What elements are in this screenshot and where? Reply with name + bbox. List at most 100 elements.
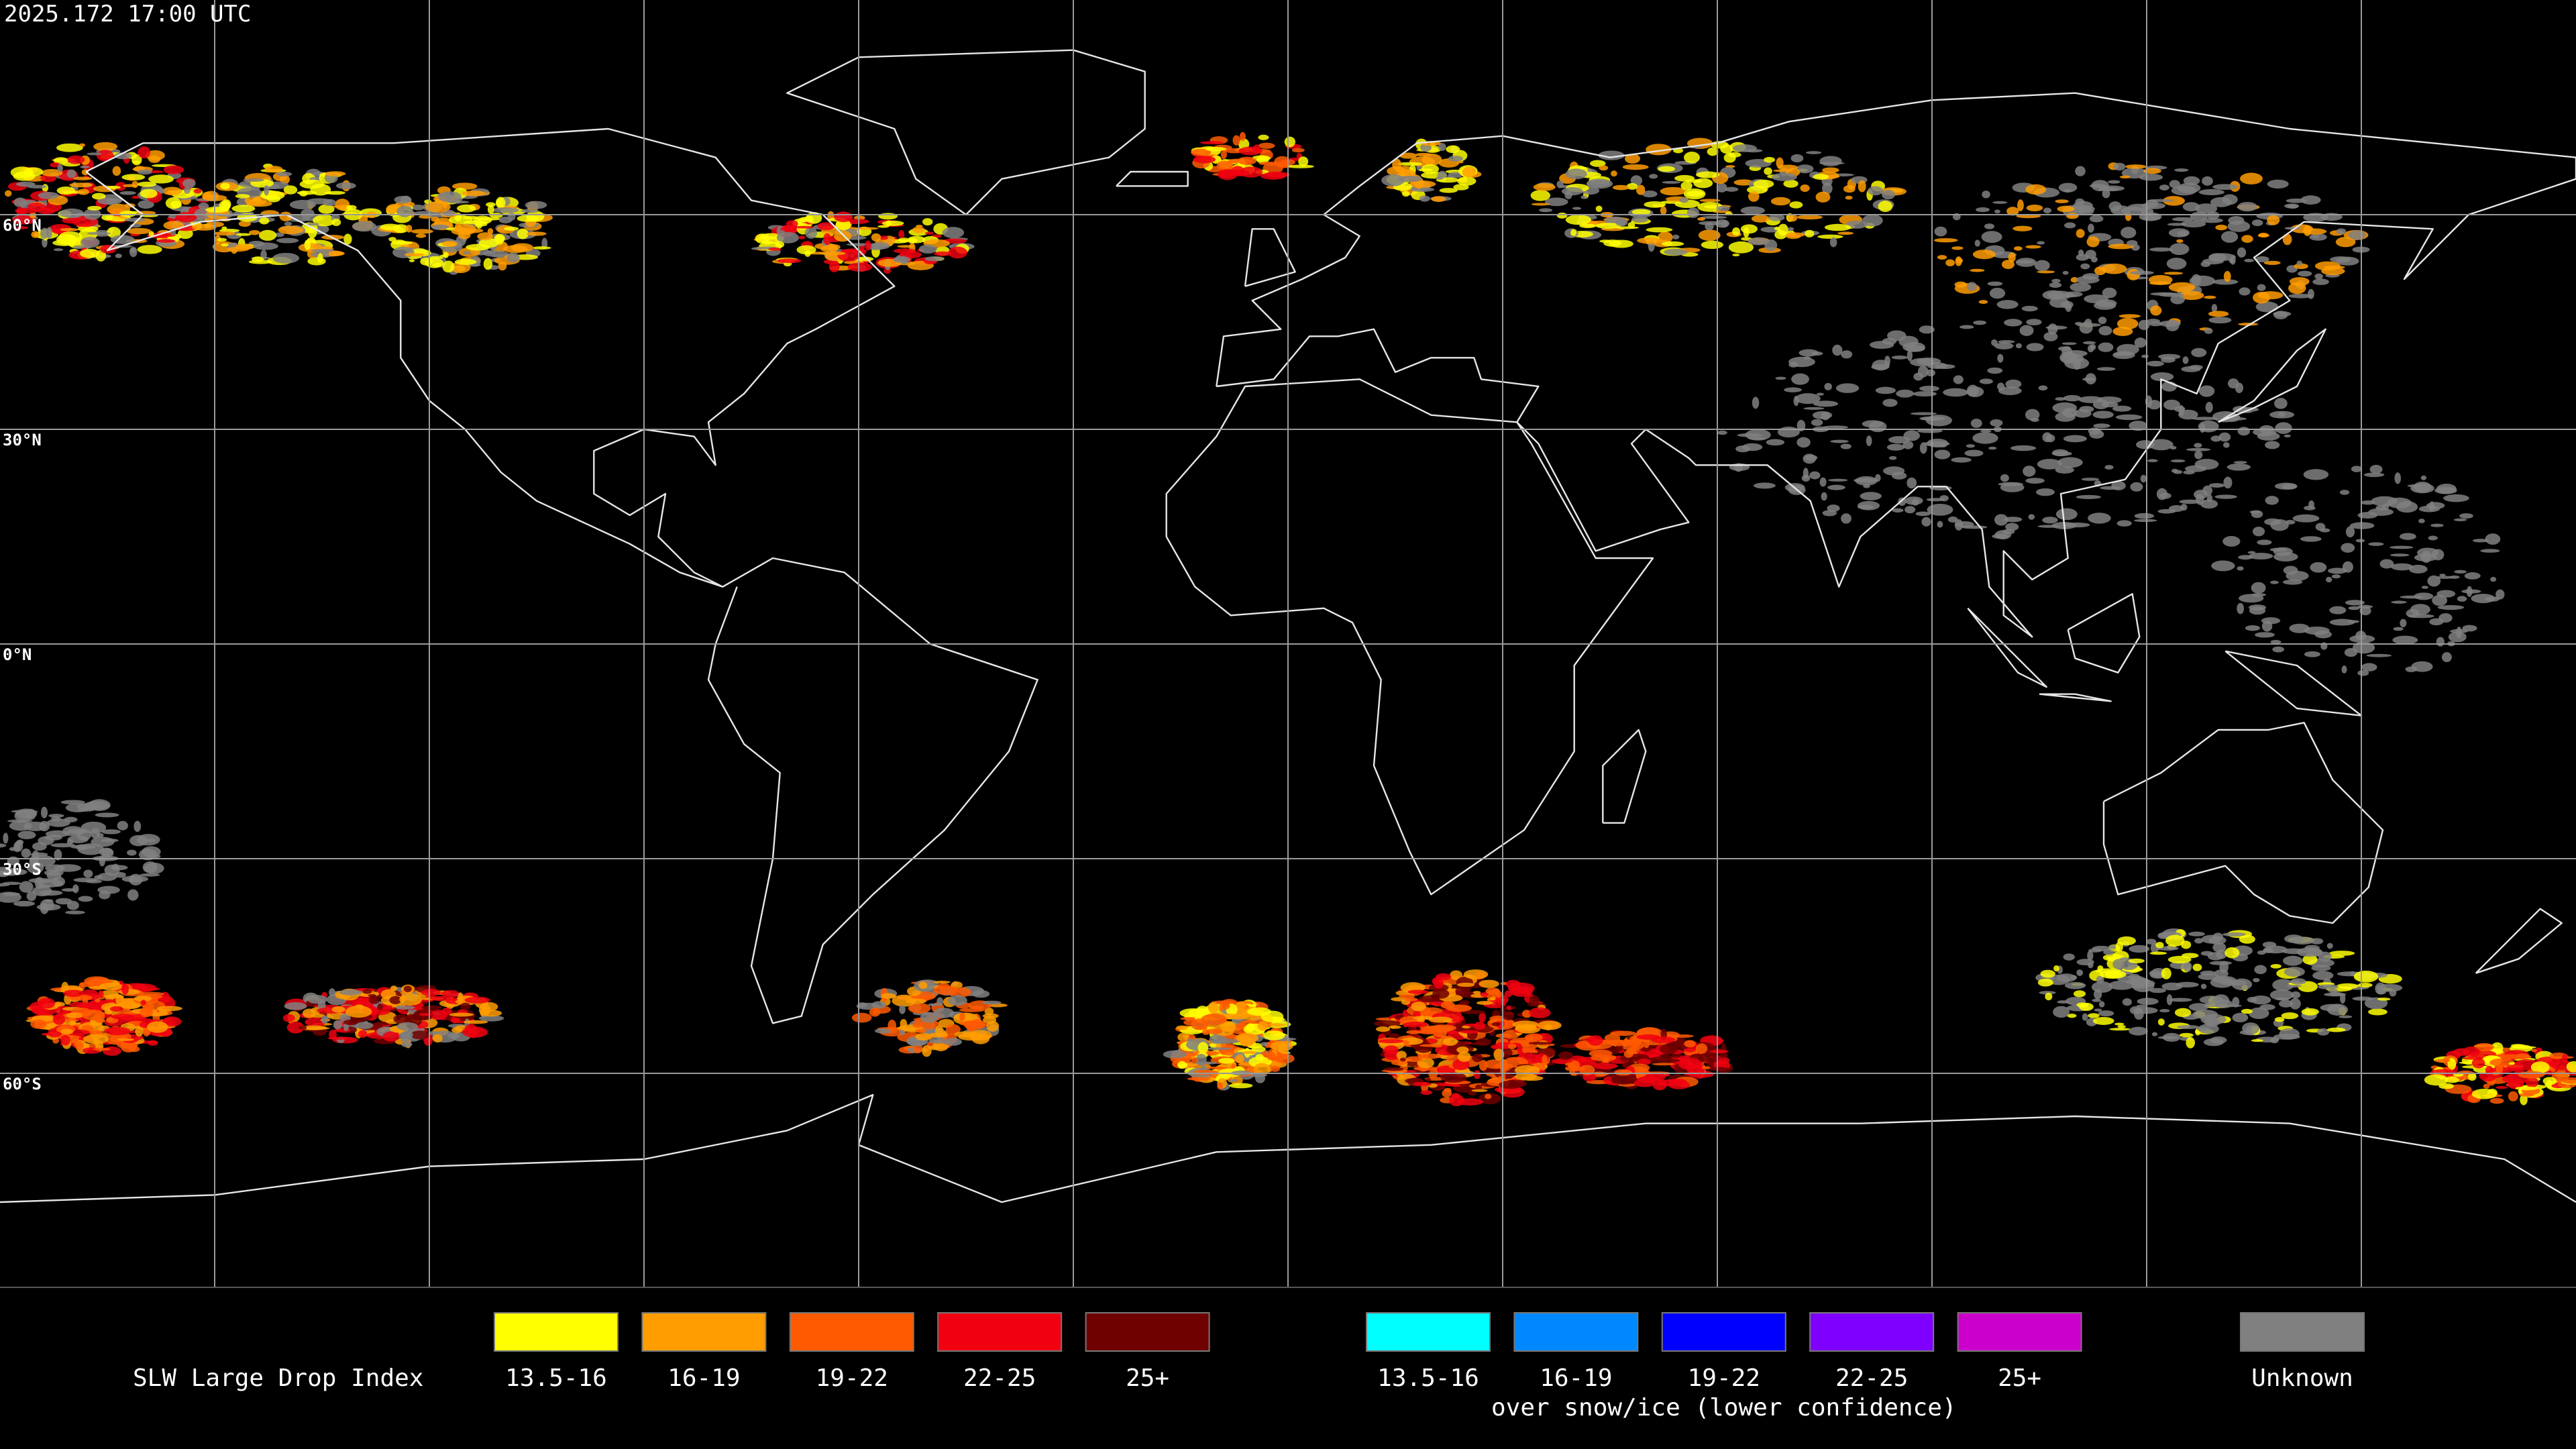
cloud-patch (1239, 166, 1263, 178)
cloud-patch (243, 178, 264, 182)
cloud-patch (358, 1030, 368, 1038)
cloud-patch (2157, 1036, 2179, 1039)
cloud-patch (1599, 239, 1612, 243)
cloud-patch (1242, 1051, 1257, 1055)
cloud-patch (2237, 427, 2251, 436)
cloud-patch (2076, 254, 2089, 261)
cloud-patch (1472, 1053, 1483, 1063)
cloud-patch (1796, 164, 1814, 174)
cloud-patch (121, 174, 146, 181)
cloud-patch (1510, 1006, 1516, 1010)
cloud-patch (2064, 222, 2076, 229)
cloud-patch (878, 213, 898, 220)
cloud-patch (2182, 356, 2189, 364)
cloud-patch (2015, 343, 2023, 349)
cloud-patch (1785, 232, 1805, 237)
cloud-patch (2270, 1037, 2279, 1044)
cloud-patch (1728, 152, 1741, 158)
cloud-patch (2043, 331, 2058, 341)
cloud-patch (1811, 351, 1823, 356)
cloud-patch (2363, 472, 2385, 478)
cloud-patch (317, 253, 323, 264)
cloud-patch (2251, 996, 2271, 1005)
cloud-patch (959, 1012, 965, 1022)
cloud-patch (1457, 1051, 1471, 1063)
legend-title: SLW Large Drop Index (133, 1364, 423, 1392)
cloud-patch (2167, 955, 2192, 964)
cloud-patch (2112, 405, 2132, 412)
cloud-patch (68, 1002, 91, 1008)
cloud-patch (2443, 494, 2469, 502)
cloud-patch (2519, 1093, 2534, 1097)
cloud-patch (2089, 215, 2104, 223)
cloud-patch (101, 829, 121, 835)
cloud-patch (1660, 206, 1667, 215)
cloud-patch (1881, 189, 1895, 200)
cloud-patch (1425, 1077, 1431, 1082)
cloud-patch (2454, 570, 2467, 574)
cloud-patch (2063, 394, 2082, 402)
cloud-patch (2326, 943, 2333, 949)
cloud-patch (431, 224, 449, 230)
cloud-patch (2282, 233, 2292, 246)
cloud-patch (2347, 620, 2360, 623)
cloud-patch (1430, 1024, 1457, 1032)
cloud-patch (2017, 199, 2024, 211)
cloud-patch (1970, 268, 1985, 272)
cloud-patch (2515, 1086, 2538, 1091)
cloud-patch (1236, 1033, 1259, 1043)
cloud-patch (2257, 284, 2266, 291)
legend-label: 13.5-16 (1377, 1364, 1479, 1392)
cloud-patch (2202, 485, 2213, 496)
cloud-patch (64, 816, 78, 822)
cloud-patch (893, 248, 916, 254)
cloud-patch (1796, 215, 1823, 220)
cloud-patch (282, 1014, 295, 1022)
cloud-patch (2292, 514, 2320, 523)
cloud-patch (1801, 474, 1811, 482)
cloud-patch (2215, 224, 2228, 231)
cloud-patch (401, 1041, 413, 1048)
cloud-patch (1778, 223, 1788, 236)
cloud-patch (2453, 518, 2467, 521)
cloud-patch (2235, 382, 2244, 393)
cloud-patch (404, 253, 425, 257)
cloud-patch (2090, 256, 2098, 263)
cloud-patch (40, 806, 48, 818)
cloud-patch (1796, 419, 1806, 432)
cloud-patch (1580, 195, 1587, 199)
cloud-patch (2491, 1042, 2504, 1054)
cloud-patch (2038, 385, 2048, 391)
cloud-patch (137, 181, 157, 187)
cloud-patch (2252, 527, 2265, 537)
cloud-patch (1911, 498, 1919, 506)
cloud-patch (1972, 432, 1998, 444)
cloud-patch (1868, 186, 1883, 196)
cloud-patch (123, 184, 138, 188)
cloud-patch (2147, 459, 2158, 463)
cloud-patch (2087, 950, 2094, 961)
cloud-patch (32, 885, 52, 897)
cloud-patch (2188, 931, 2205, 936)
cloud-patch (2051, 451, 2072, 456)
cloud-patch (1435, 176, 1444, 180)
cloud-patch (2047, 323, 2058, 335)
latitude-label: 60°S (3, 1075, 42, 1093)
cloud-patch (1970, 419, 1982, 428)
cloud-patch (1651, 1036, 1676, 1044)
cloud-patch (1740, 224, 1758, 234)
cloud-patch (2222, 932, 2247, 937)
cloud-patch (1558, 1051, 1574, 1060)
cloud-patch (2496, 1085, 2508, 1089)
cloud-patch (133, 820, 142, 833)
cloud-patch (2396, 501, 2418, 513)
cloud-patch (2157, 1018, 2165, 1026)
cloud-patch (1444, 1087, 1452, 1093)
cloud-patch (1298, 156, 1309, 167)
cloud-patch (1793, 396, 1799, 407)
cloud-patch (112, 166, 121, 176)
cloud-patch (2149, 987, 2167, 994)
cloud-patch (1476, 1001, 1493, 1005)
cloud-patch (854, 227, 879, 230)
cloud-patch (1937, 521, 1943, 528)
